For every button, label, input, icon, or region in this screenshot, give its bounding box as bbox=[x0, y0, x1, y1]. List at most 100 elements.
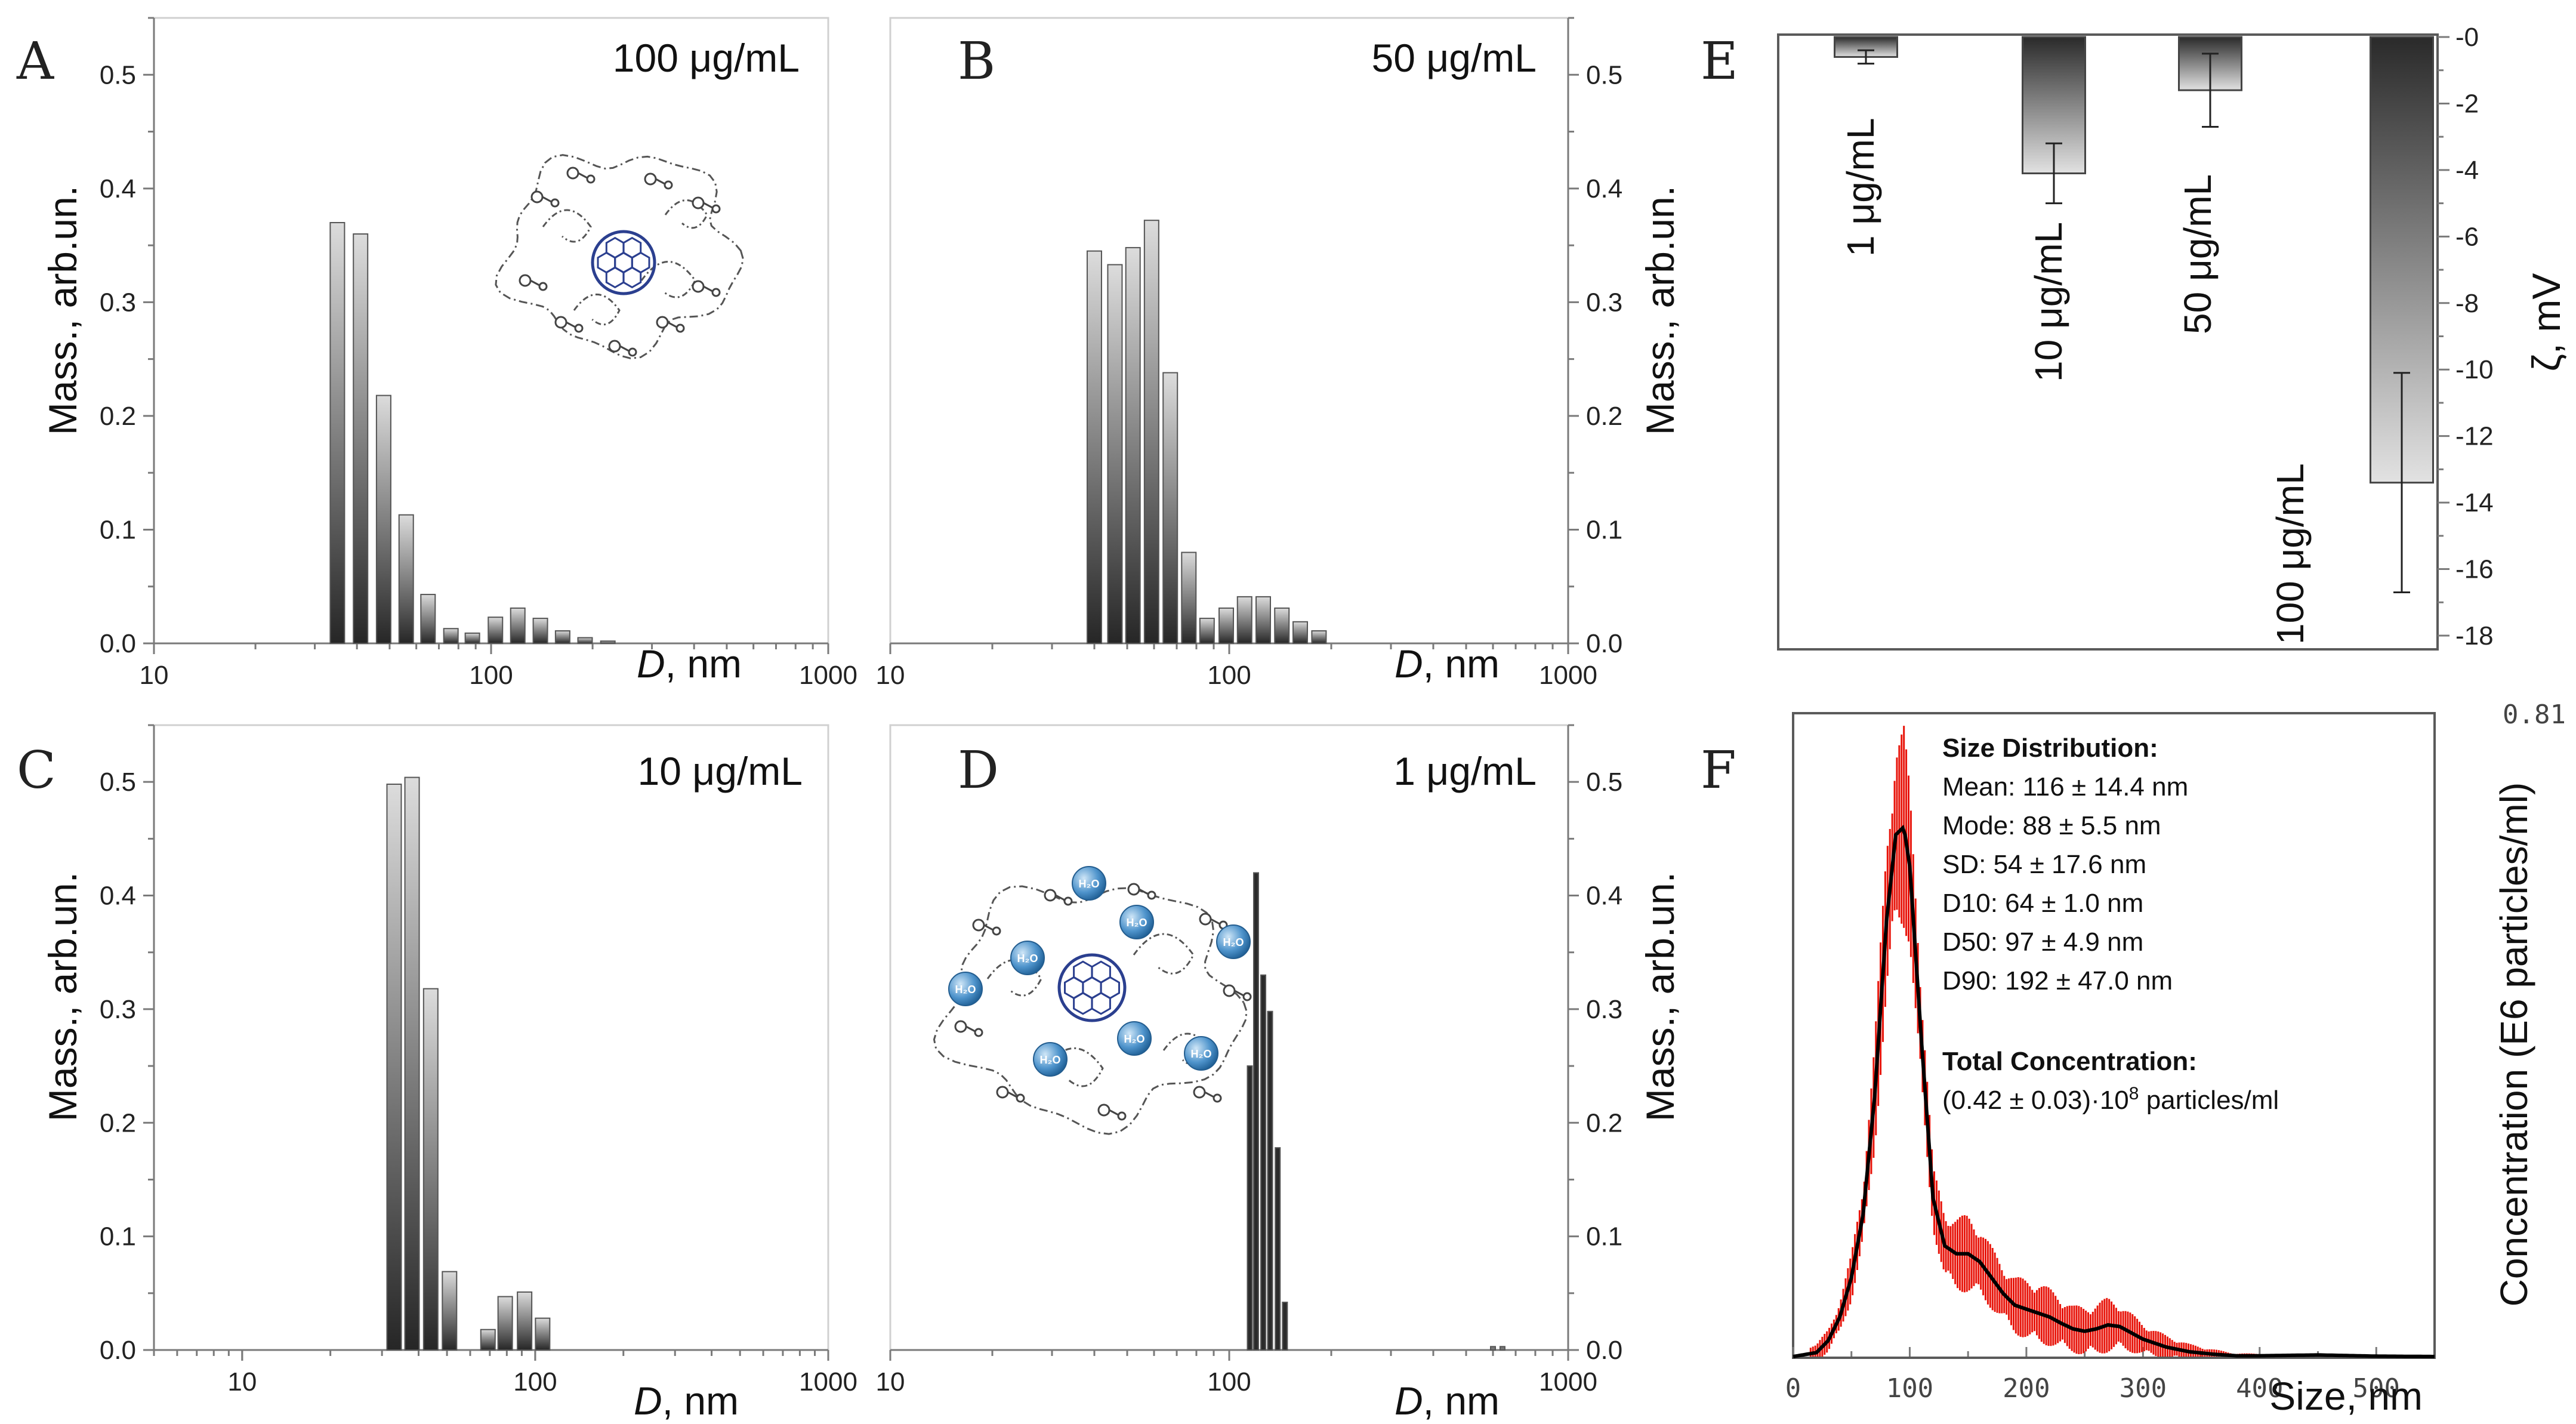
y-tick-label: 0.5 bbox=[100, 60, 136, 90]
panel-e-y-ticks: -0 -2 -4 -6 -8 -10 -12 -14 -16 -18 bbox=[2438, 23, 2494, 651]
panel-b: B 0.0 0.1 0.2 0.3 0.4 0.5 10 100 1000 Mass., ar… bbox=[876, 17, 1682, 690]
water-molecule bbox=[1033, 1042, 1068, 1077]
side-group bbox=[1223, 984, 1236, 997]
side-bond bbox=[655, 178, 665, 185]
panel-a-x-ticks: 10 100 1000 bbox=[140, 643, 857, 690]
side-group bbox=[538, 282, 548, 291]
y-tick-label: 0.2 bbox=[100, 1108, 136, 1138]
panel-b-concentration-label: 50 μg/mL bbox=[1371, 36, 1537, 80]
dls-bar bbox=[532, 618, 548, 644]
panel-d-y-axis-title: Mass., arb.un. bbox=[1638, 872, 1682, 1121]
dls-bar bbox=[1292, 621, 1309, 645]
panel-a-y-ticks: 0.0 0.1 0.2 0.3 0.4 0.5 bbox=[100, 17, 154, 658]
water-label: H₂O bbox=[1124, 1033, 1145, 1045]
y-tick-label: -18 bbox=[2455, 621, 2494, 651]
polymer-chain bbox=[495, 154, 744, 360]
side-group bbox=[954, 1020, 967, 1033]
dls-bar bbox=[1252, 872, 1259, 1351]
panel-c-y-axis-title: Mass., arb.un. bbox=[41, 872, 85, 1121]
panel-f-x-axis-title: Size, nm bbox=[2269, 1374, 2423, 1418]
panel-c-bars bbox=[386, 776, 551, 1351]
fullerene-ring bbox=[614, 251, 633, 274]
y-tick-label: 0.2 bbox=[1586, 1108, 1622, 1138]
polymer-chain bbox=[640, 261, 696, 298]
dls-bar bbox=[1199, 618, 1215, 644]
panel-d-y-ticks: 0.0 0.1 0.2 0.3 0.4 0.5 bbox=[1568, 724, 1622, 1365]
y-tick-label: 0.4 bbox=[1586, 174, 1622, 204]
panel-f-x-ticks: 0 100 200 300 400 500 bbox=[1785, 1347, 2400, 1404]
y-tick-label: -0 bbox=[2455, 23, 2479, 52]
side-group bbox=[972, 918, 985, 932]
side-group bbox=[692, 280, 705, 293]
dls-bar bbox=[554, 630, 570, 645]
side-group bbox=[519, 274, 532, 287]
x-tick-label: 1000 bbox=[799, 661, 857, 690]
y-tick-label: 0.0 bbox=[100, 629, 136, 658]
panel-b-bars bbox=[1086, 220, 1327, 645]
dls-bar bbox=[1125, 246, 1141, 645]
panel-b-axes-frame bbox=[889, 17, 1569, 645]
side-group bbox=[1063, 896, 1073, 906]
y-tick-label: 0.2 bbox=[100, 402, 136, 431]
panel-d-x-axis-title: D, nm bbox=[1395, 1379, 1500, 1423]
zeta-category-label: 10 μg/mL bbox=[2027, 222, 2070, 382]
panel-f-size-distribution-box: Size Distribution: Mean: 116 ± 14.4 nm M… bbox=[1942, 733, 2279, 1115]
polymer-chain bbox=[1044, 1047, 1104, 1087]
panel-letter-c: C bbox=[17, 741, 56, 800]
panel-letter-d: D bbox=[958, 741, 999, 800]
stat-mean: Mean: 116 ± 14.4 nm bbox=[1942, 772, 2188, 802]
y-tick-label: 0.0 bbox=[100, 1336, 136, 1365]
side-group bbox=[1097, 1104, 1110, 1117]
axes-box bbox=[889, 724, 1569, 1351]
panel-c: C 0.0 0.1 0.2 0.3 0.4 0.5 10 100 1000 Mass., ar… bbox=[17, 724, 857, 1423]
y-tick-label: 0.3 bbox=[1586, 995, 1622, 1024]
axes-box bbox=[889, 17, 1569, 645]
polymer-chain bbox=[542, 209, 592, 243]
panel-b-y-axis-title: Mass., arb.un. bbox=[1638, 186, 1682, 435]
stat-d10: D10: 64 ± 1.0 nm bbox=[1942, 889, 2143, 918]
side-group bbox=[692, 196, 705, 209]
total-concentration-value: (0.42 ± 0.03)·108 particles/ml bbox=[1942, 1084, 2279, 1115]
panel-letter-a: A bbox=[16, 32, 54, 91]
water-molecule bbox=[1010, 941, 1045, 975]
side-bond bbox=[667, 321, 677, 328]
panel-e-y-axis-title: ζ, mV bbox=[2524, 273, 2568, 372]
dls-bar bbox=[1275, 1147, 1281, 1351]
water-label: H₂O bbox=[955, 984, 976, 995]
panel-e-frame bbox=[1777, 33, 2439, 651]
zeta-category-label: 50 μg/mL bbox=[2176, 174, 2219, 334]
y-tick-label: -2 bbox=[2455, 89, 2479, 118]
y-tick-label: -14 bbox=[2455, 488, 2494, 517]
side-group bbox=[711, 288, 721, 297]
dls-bar bbox=[1143, 220, 1159, 644]
x-tick-label: 100 bbox=[469, 661, 513, 690]
dls-bar bbox=[497, 1296, 513, 1351]
side-group bbox=[1127, 883, 1140, 896]
water-molecule bbox=[1184, 1036, 1218, 1071]
panel-e-bars: 1 μg/mL 10 μg/mL 50 μg/mL 100 μg/mL bbox=[1834, 36, 2434, 645]
water-label: H₂O bbox=[1040, 1054, 1061, 1066]
y-tick-label: 0.4 bbox=[100, 881, 136, 911]
x-tick-label: 100 bbox=[1207, 1367, 1251, 1397]
side-group bbox=[992, 926, 1001, 936]
side-bond bbox=[703, 285, 713, 292]
dls-bar bbox=[442, 1271, 458, 1351]
dls-bar bbox=[1282, 1302, 1288, 1351]
stat-sd: SD: 54 ± 17.6 nm bbox=[1942, 850, 2146, 879]
zeta-category-label: 1 μg/mL bbox=[1839, 118, 1882, 257]
y-tick-label: -6 bbox=[2455, 222, 2479, 251]
size-distribution-heading: Size Distribution: bbox=[1942, 733, 2158, 763]
panel-c-concentration-label: 10 μg/mL bbox=[637, 749, 803, 793]
panel-a: A 0.0 0.1 0.2 0.3 0.4 0.5 10 100 1000 Mass., ar… bbox=[16, 17, 857, 690]
water-label: H₂O bbox=[1079, 878, 1100, 890]
dls-bar bbox=[535, 1317, 551, 1351]
panel-c-x-axis-title: D, nm bbox=[634, 1379, 739, 1423]
dls-bar bbox=[398, 514, 414, 645]
panel-d-concentration-label: 1 μg/mL bbox=[1393, 749, 1537, 793]
water-molecule bbox=[1072, 866, 1106, 901]
side-bond bbox=[1204, 1091, 1214, 1098]
panel-d: D 0.0 0.1 0.2 0.3 0.4 0.5 10 100 1000 Mass., ar… bbox=[876, 724, 1682, 1423]
x-tick-label: 200 bbox=[2003, 1373, 2050, 1404]
panel-a-bars bbox=[329, 221, 616, 645]
